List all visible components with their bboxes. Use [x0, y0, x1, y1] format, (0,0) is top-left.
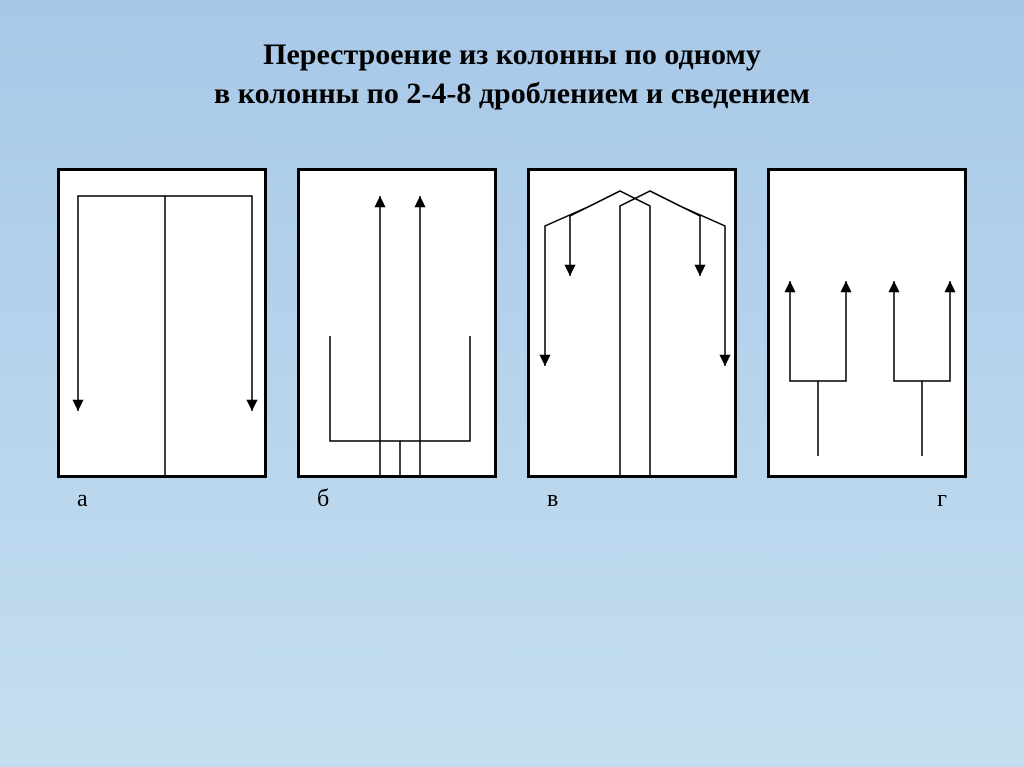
diagram-svg-a	[60, 171, 270, 481]
title-line-2: в колонны по 2-4-8 дроблением и сведение…	[0, 74, 1024, 113]
panel-label-a: а	[77, 486, 88, 513]
panel-b: б	[297, 168, 497, 513]
panel-c: в	[527, 168, 737, 513]
diagram-svg-c	[530, 171, 740, 481]
panel-label-d: г	[937, 486, 947, 513]
panel-a: а	[57, 168, 267, 513]
panels-container: а б в г	[0, 168, 1024, 513]
panel-box-a	[57, 168, 267, 478]
page-title: Перестроение из колонны по одному в коло…	[0, 0, 1024, 113]
diagram-svg-d	[770, 171, 970, 481]
diagram-svg-b	[300, 171, 500, 481]
panel-box-c	[527, 168, 737, 478]
panel-box-d	[767, 168, 967, 478]
panel-label-c: в	[547, 486, 558, 513]
title-line-1: Перестроение из колонны по одному	[0, 35, 1024, 74]
panel-d: г	[767, 168, 967, 513]
panel-box-b	[297, 168, 497, 478]
panel-label-b: б	[317, 486, 329, 513]
